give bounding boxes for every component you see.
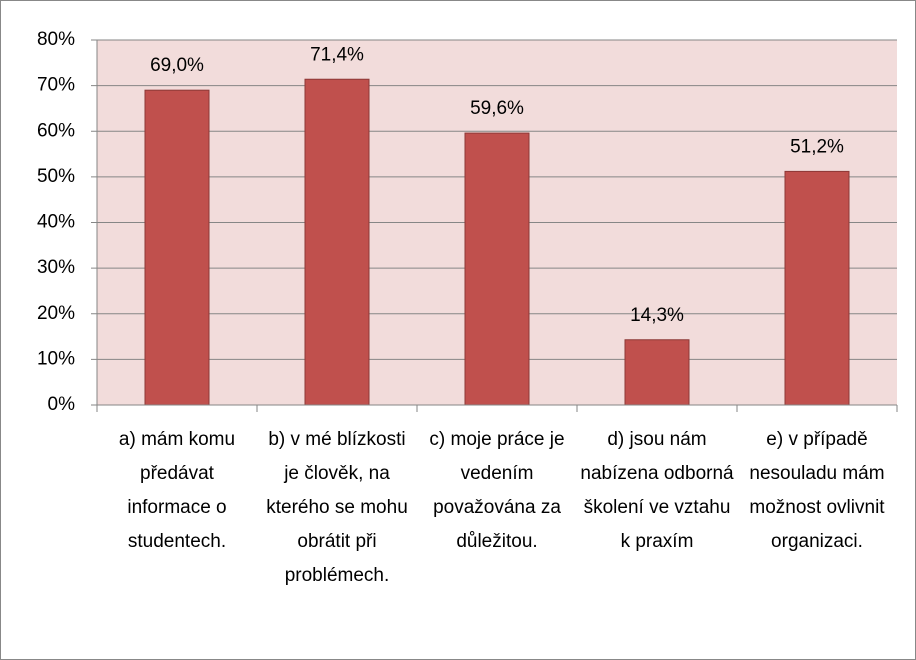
y-tick-label: 60% xyxy=(37,120,75,141)
x-tick-label: e) v případě nesouladu mám možnost ovliv… xyxy=(749,429,885,552)
bar xyxy=(304,78,370,406)
data-label: 71,4% xyxy=(310,44,364,65)
y-tick-label: 50% xyxy=(37,166,75,187)
data-label: 14,3% xyxy=(630,305,684,326)
y-tick-label: 80% xyxy=(37,29,75,50)
data-label: 59,6% xyxy=(470,98,524,119)
bar xyxy=(144,89,210,406)
y-tick-label: 30% xyxy=(37,257,75,278)
y-tick-label: 70% xyxy=(37,75,75,96)
bar xyxy=(464,132,530,406)
y-tick-label: 20% xyxy=(37,303,75,324)
x-tick-label: a) mám komu předávat informace o student… xyxy=(118,429,236,552)
y-tick-label: 10% xyxy=(37,348,75,369)
bar xyxy=(784,170,850,406)
data-label: 51,2% xyxy=(790,136,844,157)
data-label: 69,0% xyxy=(150,55,204,76)
y-tick-label: 0% xyxy=(48,394,76,415)
x-tick-label: d) jsou nám nabízena odborná školení ve … xyxy=(580,429,734,552)
x-tick-label: c) moje práce je vedením považována za d… xyxy=(429,429,565,552)
bar xyxy=(624,339,690,406)
y-tick-label: 40% xyxy=(37,212,75,233)
x-tick-label: b) v mé blízkosti je člověk, na kterého … xyxy=(266,429,408,586)
